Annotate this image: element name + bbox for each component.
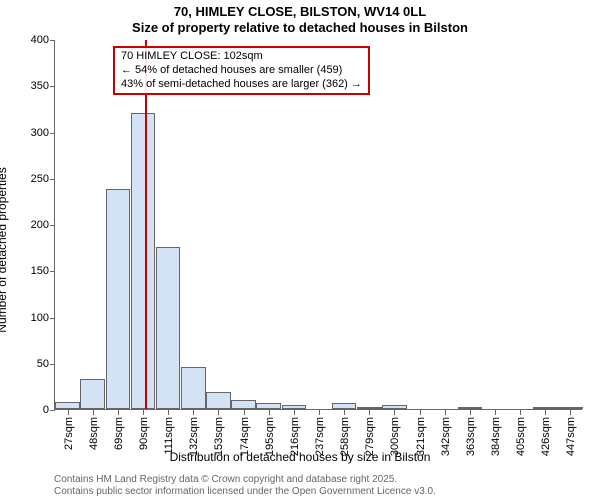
bar: [80, 379, 105, 409]
chart-container: 70, HIMLEY CLOSE, BILSTON, WV14 0LL Size…: [0, 0, 600, 500]
bar: [181, 367, 206, 409]
x-tick-mark: [470, 410, 471, 415]
annotation-line1: 70 HIMLEY CLOSE: 102sqm: [121, 50, 362, 64]
y-tick-mark: [50, 271, 55, 272]
x-tick-label: 27sqm: [63, 417, 75, 450]
y-tick-mark: [50, 179, 55, 180]
bar: [332, 403, 357, 409]
y-tick-label: 250: [31, 173, 49, 185]
x-tick-mark: [495, 410, 496, 415]
bar: [558, 407, 583, 409]
attribution-line1: Contains HM Land Registry data © Crown c…: [54, 474, 436, 486]
bar: [382, 405, 407, 409]
x-tick-mark: [68, 410, 69, 415]
bar: [533, 407, 558, 409]
x-tick-mark: [118, 410, 119, 415]
x-tick-mark: [445, 410, 446, 415]
x-tick-mark: [344, 410, 345, 415]
x-tick-mark: [545, 410, 546, 415]
x-tick-mark: [394, 410, 395, 415]
y-tick-mark: [50, 225, 55, 226]
attribution: Contains HM Land Registry data © Crown c…: [54, 474, 436, 498]
x-axis-label: Distribution of detached houses by size …: [0, 450, 600, 464]
bar: [206, 392, 231, 409]
annotation-line3: 43% of semi-detached houses are larger (…: [121, 78, 362, 92]
x-tick-mark: [420, 410, 421, 415]
y-tick-mark: [50, 364, 55, 365]
y-tick-label: 0: [43, 404, 49, 416]
bar: [156, 247, 181, 409]
reference-line: [145, 40, 147, 409]
x-tick-mark: [570, 410, 571, 415]
bar: [357, 407, 382, 409]
x-tick-label: 111sqm: [163, 417, 175, 455]
x-tick-label: 69sqm: [113, 417, 125, 450]
bar: [458, 407, 483, 409]
annotation-line2: ← 54% of detached houses are smaller (45…: [121, 64, 362, 78]
annotation-box: 70 HIMLEY CLOSE: 102sqm ← 54% of detache…: [113, 46, 370, 95]
x-tick-mark: [520, 410, 521, 415]
y-tick-label: 150: [31, 265, 49, 277]
y-tick-label: 300: [31, 127, 49, 139]
x-tick-mark: [193, 410, 194, 415]
x-tick-mark: [143, 410, 144, 415]
bar: [131, 113, 156, 409]
x-tick-label: 90sqm: [138, 417, 150, 450]
x-tick-mark: [218, 410, 219, 415]
y-tick-label: 200: [31, 219, 49, 231]
bar: [282, 405, 307, 409]
y-tick-mark: [50, 40, 55, 41]
x-tick-mark: [93, 410, 94, 415]
attribution-line2: Contains public sector information licen…: [54, 486, 436, 498]
y-tick-mark: [50, 318, 55, 319]
y-tick-mark: [50, 133, 55, 134]
x-tick-label: 48sqm: [88, 417, 100, 450]
bar: [256, 403, 281, 409]
y-tick-label: 100: [31, 312, 49, 324]
y-tick-label: 350: [31, 80, 49, 92]
y-axis-label: Number of detached properties: [0, 85, 9, 250]
x-tick-mark: [244, 410, 245, 415]
bars-layer: [55, 40, 582, 409]
chart-title-main: 70, HIMLEY CLOSE, BILSTON, WV14 0LL: [0, 4, 600, 19]
x-tick-mark: [168, 410, 169, 415]
bar: [55, 402, 80, 409]
x-tick-mark: [319, 410, 320, 415]
x-tick-mark: [269, 410, 270, 415]
bar: [106, 189, 131, 409]
y-tick-mark: [50, 86, 55, 87]
bar: [231, 400, 256, 409]
y-tick-label: 400: [31, 34, 49, 46]
y-tick-mark: [50, 410, 55, 411]
x-tick-mark: [294, 410, 295, 415]
chart-title-sub: Size of property relative to detached ho…: [0, 20, 600, 35]
plot-area: 70 HIMLEY CLOSE: 102sqm ← 54% of detache…: [54, 40, 582, 410]
y-tick-label: 50: [37, 358, 49, 370]
x-tick-mark: [369, 410, 370, 415]
